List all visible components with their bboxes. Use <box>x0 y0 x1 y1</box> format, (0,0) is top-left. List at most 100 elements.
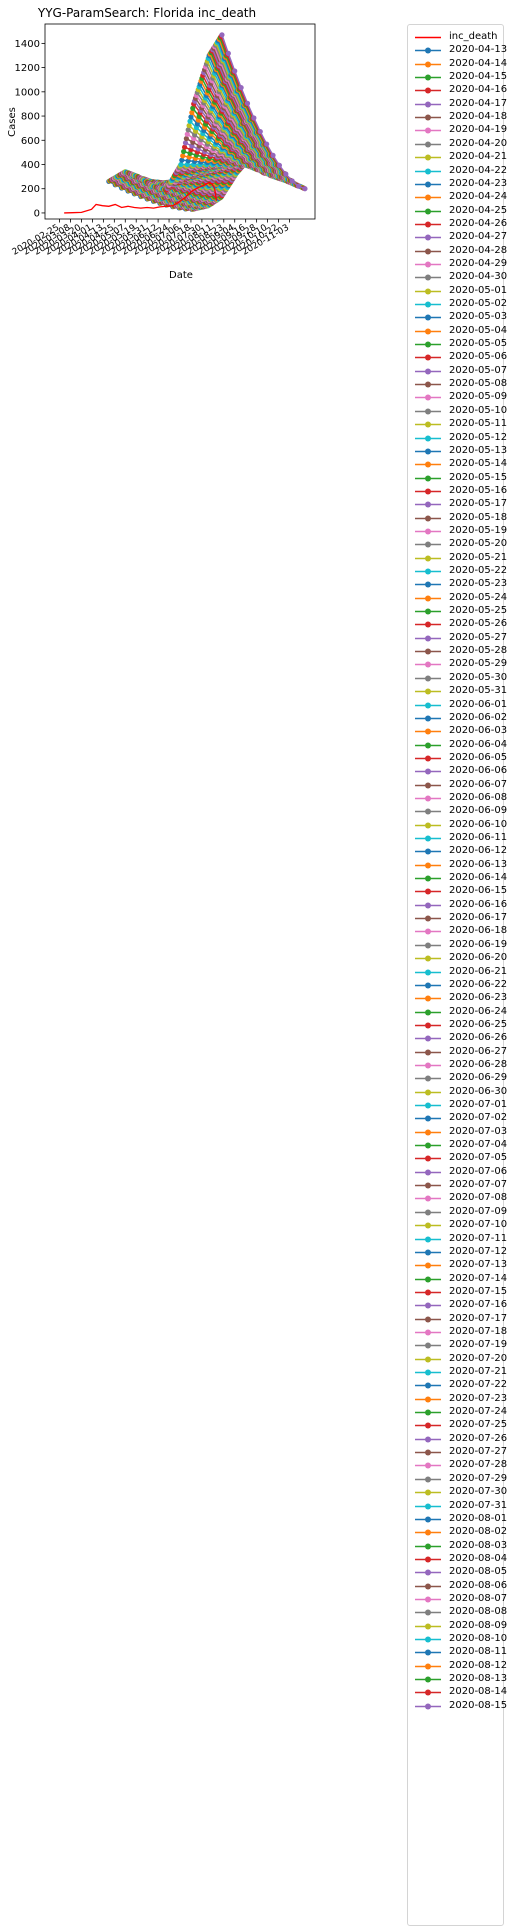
legend-swatch <box>415 1022 441 1029</box>
legend-swatch-marker <box>425 1596 431 1603</box>
legend-item: 2020-06-17 <box>413 911 507 926</box>
legend-swatch-marker <box>425 648 431 655</box>
legend-label: 2020-05-08 <box>449 378 508 390</box>
legend-swatch <box>415 1476 441 1483</box>
legend-swatch-marker <box>425 661 431 668</box>
legend-swatch-marker <box>425 1569 431 1576</box>
y-tick-label: 1200 <box>15 63 40 74</box>
legend-label: 2020-05-26 <box>449 618 508 630</box>
legend-swatch <box>415 314 441 321</box>
legend-swatch-marker <box>425 47 431 54</box>
legend-item: 2020-07-17 <box>413 1312 507 1327</box>
legend-item: 2020-06-09 <box>413 804 507 819</box>
legend-swatch-marker <box>425 1556 431 1563</box>
legend-swatch <box>415 608 441 615</box>
legend-swatch <box>415 421 441 428</box>
legend-label: 2020-05-25 <box>449 605 508 617</box>
legend-label: 2020-06-01 <box>449 698 508 710</box>
legend-swatch-marker <box>425 208 431 215</box>
legend-swatch <box>415 515 441 522</box>
legend-swatch <box>415 1182 441 1189</box>
legend-swatch-marker <box>425 1115 431 1122</box>
legend-swatch <box>415 1543 441 1550</box>
legend-swatch-marker <box>425 755 431 762</box>
legend-label: 2020-04-23 <box>449 177 508 189</box>
legend-swatch-marker <box>425 1182 431 1189</box>
legend-swatch <box>415 728 441 735</box>
legend-item: 2020-07-09 <box>413 1205 507 1220</box>
legend-label: 2020-05-19 <box>449 524 508 536</box>
legend-item: 2020-06-23 <box>413 991 507 1006</box>
forecast-point <box>181 144 188 150</box>
legend-swatch <box>415 381 441 388</box>
legend-label: 2020-06-19 <box>449 938 508 950</box>
legend-item: 2020-05-19 <box>413 524 507 539</box>
legend-swatch-marker <box>425 1543 431 1550</box>
legend-swatch <box>415 1236 441 1242</box>
y-axis-label: Cases <box>7 107 18 137</box>
legend: inc_death 2020-04-13 2020-04-14 2020-04-15 2… <box>407 24 508 1926</box>
legend-swatch <box>415 1062 441 1069</box>
legend-item: 2020-05-05 <box>413 337 507 352</box>
legend-swatch <box>415 595 441 602</box>
legend-swatch <box>415 1369 441 1376</box>
legend-label: 2020-05-22 <box>449 565 508 576</box>
legend-swatch <box>415 168 441 174</box>
legend-label: 2020-08-10 <box>449 1633 508 1644</box>
legend-item: 2020-06-13 <box>413 858 507 873</box>
legend-swatch <box>415 288 441 295</box>
legend-label: 2020-06-28 <box>449 1058 508 1070</box>
legend-label: 2020-08-04 <box>449 1552 508 1564</box>
legend-label: 2020-07-17 <box>449 1312 508 1324</box>
legend-label: 2020-07-24 <box>449 1406 508 1418</box>
forecast-point <box>185 127 191 133</box>
legend-item: 2020-05-15 <box>413 471 507 486</box>
legend-label: 2020-07-08 <box>449 1192 508 1204</box>
legend-swatch-marker <box>425 1676 431 1683</box>
legend-swatch-marker <box>425 1249 431 1256</box>
legend-label: 2020-07-09 <box>449 1205 508 1217</box>
legend-swatch <box>415 995 441 1002</box>
legend-label: 2020-05-09 <box>449 391 508 403</box>
legend-label: 2020-08-09 <box>449 1619 508 1631</box>
legend-swatch-marker <box>425 1195 431 1202</box>
legend-swatch <box>415 101 441 108</box>
legend-swatch <box>415 648 441 655</box>
chart-area: YYG-ParamSearch: Florida inc_death Cases… <box>7 6 316 281</box>
legend-label: 2020-04-20 <box>449 137 508 149</box>
legend-swatch <box>415 621 441 628</box>
legend-item: 2020-07-08 <box>413 1191 507 1206</box>
legend-swatch-marker <box>425 435 431 441</box>
legend-item: 2020-08-13 <box>413 1672 507 1687</box>
legend-item: 2020-08-07 <box>413 1592 507 1607</box>
forecast-point <box>190 105 196 111</box>
legend-label: 2020-07-28 <box>449 1459 508 1471</box>
legend-item: 2020-07-01 <box>413 1098 507 1113</box>
legend-swatch-marker <box>425 314 431 321</box>
legend-label: 2020-06-17 <box>449 912 508 924</box>
legend-label: 2020-07-23 <box>449 1392 508 1404</box>
legend-swatch-marker <box>425 1302 431 1309</box>
legend-item: 2020-04-25 <box>413 204 507 219</box>
legend-swatch-marker <box>425 101 431 108</box>
legend-swatch <box>415 341 441 348</box>
legend-swatch-marker <box>425 969 431 975</box>
legend-item: 2020-04-30 <box>413 270 507 285</box>
forecast-point <box>180 153 186 159</box>
legend-item: 2020-06-27 <box>413 1045 507 1060</box>
legend-swatch-marker <box>425 127 431 134</box>
legend-swatch-marker <box>425 1663 431 1670</box>
legend-swatch-marker <box>425 1516 431 1523</box>
legend-label: 2020-06-11 <box>449 832 508 843</box>
legend-swatch-marker <box>425 822 431 829</box>
forecast-point <box>276 162 283 168</box>
legend-swatch <box>415 1222 441 1229</box>
legend-label: 2020-04-14 <box>449 57 508 69</box>
legend-label: 2020-04-30 <box>449 271 508 283</box>
legend-label: 2020-07-29 <box>449 1472 508 1484</box>
forecast-point <box>232 68 238 74</box>
legend-item: 2020-07-06 <box>413 1165 507 1180</box>
legend-item: 2020-05-25 <box>413 604 507 619</box>
legend-swatch-marker <box>425 955 431 962</box>
legend-swatch-marker <box>425 888 431 895</box>
